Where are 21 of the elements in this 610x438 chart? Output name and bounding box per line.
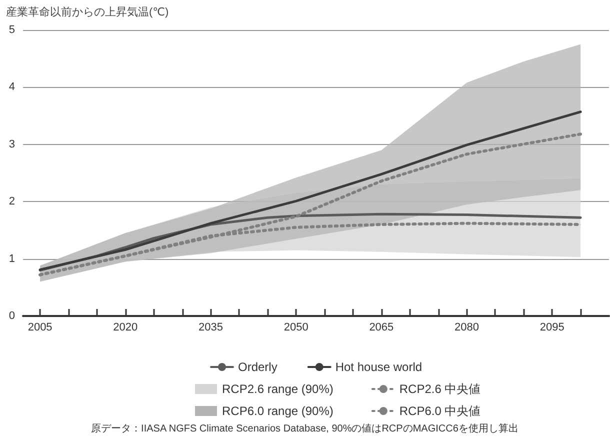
x-tick-label: 2020 xyxy=(113,322,138,334)
x-tick-label: 2050 xyxy=(284,322,308,334)
x-tick-label: 2005 xyxy=(28,322,52,334)
legend-label: Hot house world xyxy=(335,360,422,374)
legend-label: RCP2.6 中央値 xyxy=(399,382,481,396)
y-tick-label: 0 xyxy=(8,310,15,322)
y-tick-label: 4 xyxy=(8,81,15,94)
y-tick-label: 1 xyxy=(8,252,15,265)
legend-label: RCP6.0 range (90%) xyxy=(222,404,334,418)
x-tick-label: 2065 xyxy=(369,322,394,334)
x-tick-label: 2035 xyxy=(198,322,223,334)
x-tick-label: 2095 xyxy=(540,322,564,334)
legend-label: RCP6.0 中央値 xyxy=(399,404,481,418)
text: 原データ：IIASA NGFS Climate Scenarios Database, 90%の値はRCPのMAGICC6を使用し算出 xyxy=(91,422,518,434)
legend-label: RCP2.6 range (90%) xyxy=(222,382,334,396)
x-tick-label: 2080 xyxy=(454,322,480,334)
y-tick-label: 5 xyxy=(8,24,15,36)
y-axis-title: 産業革命以前からの上昇気温(℃) xyxy=(6,6,169,18)
legend-label: Orderly xyxy=(238,360,278,374)
y-tick-label: 3 xyxy=(8,138,15,150)
y-tick-label: 2 xyxy=(8,196,15,208)
